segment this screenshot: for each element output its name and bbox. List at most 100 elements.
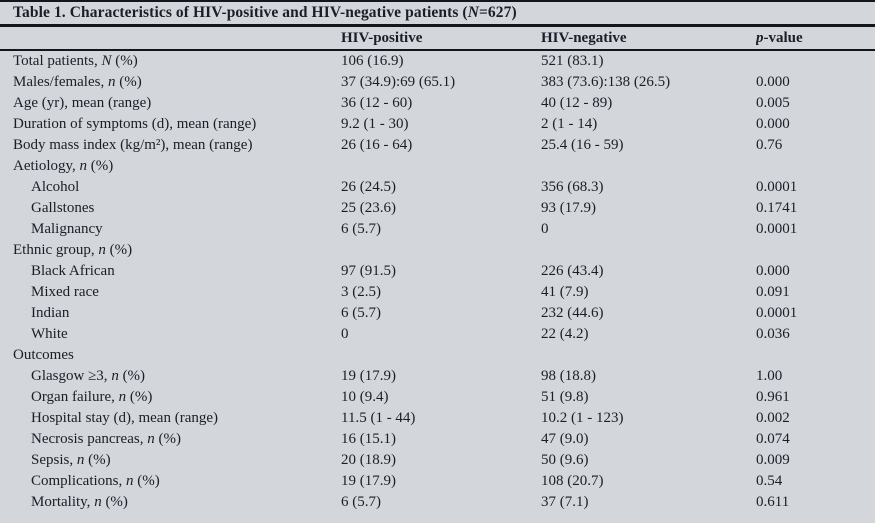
- row-label: Males/females, n (%): [13, 74, 142, 90]
- table-row: Duration of symptoms (d), mean (range) 9.…: [0, 114, 875, 135]
- cell-hiv-negative: 356 (68.3): [541, 179, 604, 195]
- row-label: Black African: [31, 263, 115, 279]
- cell-hiv-positive: 19 (17.9): [341, 368, 396, 384]
- table-row: Males/females, n (%) 37 (34.9):69 (65.1) 3…: [0, 72, 875, 93]
- cell-p-value: 0.961: [756, 389, 790, 405]
- cell-hiv-positive: 10 (9.4): [341, 389, 389, 405]
- row-label: Outcomes: [13, 347, 74, 363]
- cell-hiv-positive: 11.5 (1 - 44): [341, 410, 416, 426]
- row-label: Organ failure, n (%): [31, 389, 153, 405]
- cell-hiv-positive: 0: [341, 326, 349, 342]
- row-label: Aetiology, n (%): [13, 158, 114, 174]
- column-header-hiv-positive: HIV-positive: [341, 29, 423, 46]
- cell-p-value: 0.036: [756, 326, 790, 342]
- cell-hiv-negative: 383 (73.6):138 (26.5): [541, 74, 671, 90]
- cell-hiv-negative: 2 (1 - 14): [541, 116, 598, 132]
- cell-hiv-positive: 19 (17.9): [341, 473, 396, 489]
- cell-hiv-negative: 232 (44.6): [541, 305, 604, 321]
- table-title: Table 1. Characteristics of HIV-positive…: [13, 4, 517, 21]
- row-label: Mortality, n (%): [31, 494, 128, 510]
- table-top-rule: [0, 0, 875, 2]
- cell-hiv-positive: 6 (5.7): [341, 221, 381, 237]
- cell-p-value: 1.00: [756, 368, 783, 384]
- row-label: Sepsis, n (%): [31, 452, 111, 468]
- cell-hiv-negative: 41 (7.9): [541, 284, 589, 300]
- table-row: Necrosis pancreas, n (%) 16 (15.1) 47 (9.0…: [0, 429, 875, 450]
- cell-hiv-negative: 50 (9.6): [541, 452, 589, 468]
- cell-hiv-negative: 51 (9.8): [541, 389, 589, 405]
- table-row: Glasgow ≥3, n (%) 19 (17.9) 98 (18.8) 1.00: [0, 366, 875, 387]
- cell-hiv-negative: 47 (9.0): [541, 431, 589, 447]
- cell-hiv-negative: 40 (12 - 89): [541, 95, 613, 111]
- row-label: White: [31, 326, 68, 342]
- header-divider-rule: [0, 49, 875, 51]
- table-row: Black African 97 (91.5) 226 (43.4) 0.000: [0, 261, 875, 282]
- table-row: Age (yr), mean (range) 36 (12 - 60) 40 (12…: [0, 93, 875, 114]
- row-label: Glasgow ≥3, n (%): [31, 368, 146, 384]
- cell-hiv-positive: 26 (24.5): [341, 179, 396, 195]
- table-row: Malignancy 6 (5.7) 0 0.0001: [0, 219, 875, 240]
- row-label: Body mass index (kg/m²), mean (range): [13, 137, 253, 153]
- cell-p-value: 0.002: [756, 410, 790, 426]
- table-row: Alcohol 26 (24.5) 356 (68.3) 0.0001: [0, 177, 875, 198]
- table-row: Mortality, n (%) 6 (5.7) 37 (7.1) 0.611: [0, 492, 875, 513]
- table-row: Complications, n (%) 19 (17.9) 108 (20.7) 0…: [0, 471, 875, 492]
- row-label: Complications, n (%): [31, 473, 160, 489]
- cell-p-value: 0.091: [756, 284, 790, 300]
- cell-p-value: 0.0001: [756, 305, 798, 321]
- cell-p-value: 0.000: [756, 74, 790, 90]
- table-row: Body mass index (kg/m²), mean (range) 26 …: [0, 135, 875, 156]
- row-label: Malignancy: [31, 221, 103, 237]
- table-row: White 0 22 (4.2) 0.036: [0, 324, 875, 345]
- row-label: Indian: [31, 305, 70, 321]
- title-divider-rule: [0, 24, 875, 27]
- table-row: Total patients, N (%) 106 (16.9) 521 (83.1…: [0, 51, 875, 72]
- cell-hiv-negative: 521 (83.1): [541, 53, 604, 69]
- cell-hiv-negative: 10.2 (1 - 123): [541, 410, 624, 426]
- cell-p-value: 0.000: [756, 116, 790, 132]
- cell-hiv-positive: 3 (2.5): [341, 284, 381, 300]
- cell-hiv-negative: 25.4 (16 - 59): [541, 137, 624, 153]
- cell-hiv-positive: 6 (5.7): [341, 305, 381, 321]
- cell-hiv-negative: 98 (18.8): [541, 368, 596, 384]
- cell-hiv-negative: 226 (43.4): [541, 263, 604, 279]
- column-header-hiv-negative: HIV-negative: [541, 29, 627, 46]
- cell-hiv-negative: 37 (7.1): [541, 494, 589, 510]
- section-row: Outcomes: [0, 345, 875, 366]
- cell-p-value: 0.1741: [756, 200, 798, 216]
- row-label: Mixed race: [31, 284, 99, 300]
- row-label: Hospital stay (d), mean (range): [31, 410, 219, 426]
- row-label: Ethnic group, n (%): [13, 242, 133, 258]
- cell-hiv-positive: 106 (16.9): [341, 53, 404, 69]
- cell-hiv-positive: 36 (12 - 60): [341, 95, 413, 111]
- cell-hiv-positive: 16 (15.1): [341, 431, 396, 447]
- table-row: Organ failure, n (%) 10 (9.4) 51 (9.8) 0.96…: [0, 387, 875, 408]
- row-label: Gallstones: [31, 200, 95, 216]
- cell-hiv-negative: 22 (4.2): [541, 326, 589, 342]
- row-label: Necrosis pancreas, n (%): [31, 431, 181, 447]
- table-row: Hospital stay (d), mean (range) 11.5 (1 -…: [0, 408, 875, 429]
- cell-hiv-positive: 25 (23.6): [341, 200, 396, 216]
- cell-p-value: 0.76: [756, 137, 783, 153]
- column-header-p-value: p-value: [756, 29, 803, 46]
- cell-p-value: 0.54: [756, 473, 783, 489]
- cell-hiv-negative: 108 (20.7): [541, 473, 604, 489]
- section-row: Aetiology, n (%): [0, 156, 875, 177]
- section-row: Ethnic group, n (%): [0, 240, 875, 261]
- row-label: Total patients, N (%): [13, 53, 138, 69]
- cell-p-value: 0.009: [756, 452, 790, 468]
- table-row: Gallstones 25 (23.6) 93 (17.9) 0.1741: [0, 198, 875, 219]
- cell-hiv-positive: 37 (34.9):69 (65.1): [341, 74, 456, 90]
- row-label: Duration of symptoms (d), mean (range): [13, 116, 257, 132]
- cell-hiv-positive: 20 (18.9): [341, 452, 396, 468]
- cell-p-value: 0.611: [756, 494, 790, 510]
- row-label: Age (yr), mean (range): [13, 95, 152, 111]
- cell-p-value: 0.074: [756, 431, 790, 447]
- cell-hiv-negative: 93 (17.9): [541, 200, 596, 216]
- table-row: Indian 6 (5.7) 232 (44.6) 0.0001: [0, 303, 875, 324]
- table-body: Total patients, N (%) 106 (16.9) 521 (83.1…: [0, 51, 875, 513]
- cell-p-value: 0.000: [756, 263, 790, 279]
- table-row: Mixed race 3 (2.5) 41 (7.9) 0.091: [0, 282, 875, 303]
- cell-p-value: 0.005: [756, 95, 790, 111]
